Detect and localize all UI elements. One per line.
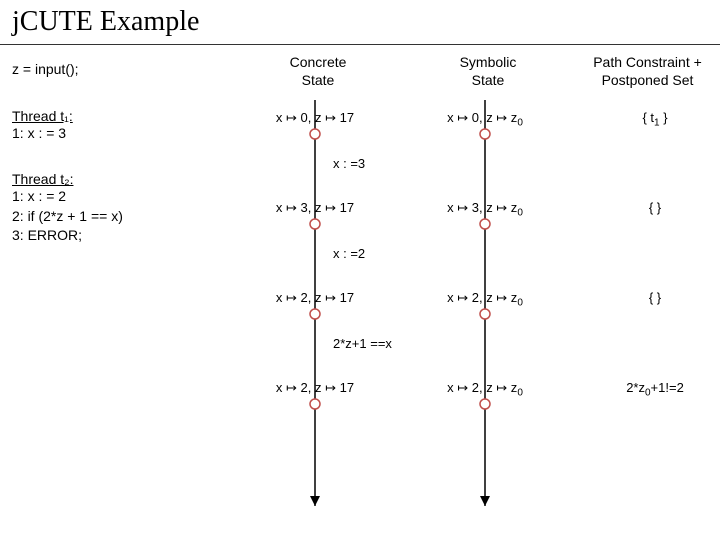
concrete-transition-0: x : =3 (333, 156, 365, 171)
symbolic-state-2: x ↦ 2, z ↦ z0 (447, 290, 523, 309)
symbolic-header: SymbolicState (438, 54, 538, 89)
thread2-line-0: 1: x : = 2 (12, 187, 217, 207)
slide-title: jCUTE Example (12, 6, 199, 38)
constraint-0: { t1 } (642, 110, 667, 129)
title-divider (0, 44, 720, 45)
symbolic-state-3: x ↦ 2, z ↦ z0 (447, 380, 523, 399)
thread2-line-2: 3: ERROR; (12, 226, 217, 246)
concrete-header: ConcreteState (268, 54, 368, 89)
constraint-header: Path Constraint +Postponed Set (575, 54, 720, 89)
thread2-heading: Thread t₂: (12, 171, 217, 187)
constraint-1: { } (649, 200, 661, 215)
symbolic-state-1: x ↦ 3, z ↦ z0 (447, 200, 523, 219)
concrete-state-3: x ↦ 2, z ↦ 17 (276, 380, 354, 396)
concrete-state-1: x ↦ 3, z ↦ 17 (276, 200, 354, 216)
thread2-line-1: 2: if (2*z + 1 == x) (12, 207, 217, 227)
thread1-heading: Thread t₁: (12, 108, 217, 124)
symbolic-state-0: x ↦ 0, z ↦ z0 (447, 110, 523, 129)
trace-diagram (225, 100, 720, 530)
constraint-3: 2*z0+1!=2 (626, 380, 684, 399)
concrete-transition-1: x : =2 (333, 246, 365, 261)
concrete-state-0: x ↦ 0, z ↦ 17 (276, 110, 354, 126)
code-column: z = input(); Thread t₁: 1: x : = 3 Threa… (12, 60, 217, 246)
concrete-state-2: x ↦ 2, z ↦ 17 (276, 290, 354, 306)
concrete-transition-2: 2*z+1 ==x (333, 336, 392, 351)
code-init: z = input(); (12, 60, 217, 80)
thread1-line-0: 1: x : = 3 (12, 124, 217, 144)
constraint-2: { } (649, 290, 661, 305)
